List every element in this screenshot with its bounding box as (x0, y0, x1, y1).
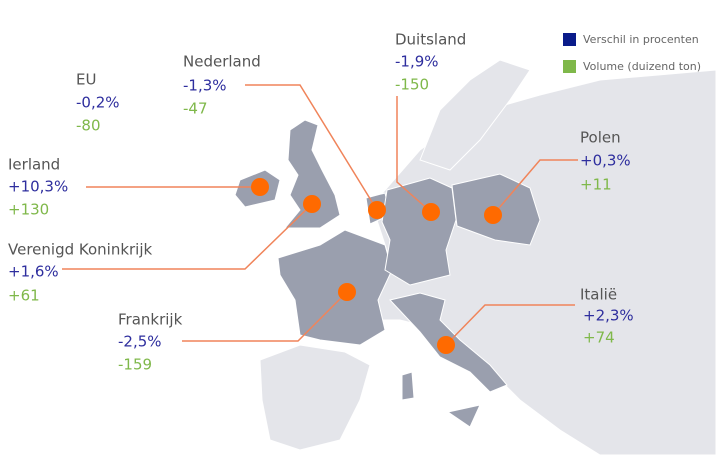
region-name: Polen (580, 129, 621, 147)
scandinavia (419, 59, 531, 171)
region-volume: +130 (8, 201, 49, 219)
region-name: Frankrijk (118, 311, 183, 329)
marker (484, 206, 502, 224)
legend-label: Verschil in procenten (583, 33, 699, 46)
france-shape (277, 229, 393, 346)
connector (182, 291, 348, 342)
legend: Verschil in procenten Volume (duizend to… (563, 33, 701, 73)
labels: EU -0,2% -80 Nederland -1,3% -47 Duitsla… (8, 31, 634, 374)
uk-shape (283, 119, 341, 229)
sardinia-shape (401, 371, 415, 401)
region-change: +0,3% (580, 152, 631, 170)
marker (368, 201, 386, 219)
region-name: Ierland (8, 156, 60, 174)
region-volume: -150 (395, 76, 429, 94)
region-name: Nederland (183, 53, 261, 71)
region-name: Duitsland (395, 31, 466, 49)
map (234, 59, 716, 455)
connector (396, 96, 432, 213)
region-name: EU (76, 71, 96, 89)
region-change: -2,5% (118, 333, 162, 351)
region-name: Verenigd Koninkrijk (8, 241, 153, 259)
region-change: -1,3% (183, 77, 227, 95)
legend-swatch (563, 60, 576, 73)
marker (422, 203, 440, 221)
marker (303, 195, 321, 213)
region-name: Italië (580, 286, 617, 304)
region-change: -1,9% (395, 53, 439, 71)
iberia (259, 344, 371, 451)
legend-label: Volume (duizend ton) (583, 60, 701, 73)
region-change: +2,3% (583, 307, 634, 325)
legend-swatch (563, 33, 576, 46)
region-change: +10,3% (8, 178, 68, 196)
sicily-shape (446, 404, 481, 428)
marker (338, 283, 356, 301)
marker (437, 336, 455, 354)
connectors (62, 84, 578, 354)
connector (492, 159, 578, 216)
region-volume: +61 (8, 287, 40, 305)
region-change: +1,6% (8, 263, 59, 281)
connector (245, 84, 378, 211)
region-volume: -80 (76, 117, 101, 135)
region-volume: -47 (183, 100, 208, 118)
germany-shape (381, 177, 457, 286)
marker (251, 178, 269, 196)
connector (62, 203, 313, 270)
region-volume: +74 (583, 329, 615, 347)
region-volume: -159 (118, 356, 152, 374)
region-volume: +11 (580, 176, 612, 194)
region-change: -0,2% (76, 94, 120, 112)
connector (445, 304, 575, 346)
